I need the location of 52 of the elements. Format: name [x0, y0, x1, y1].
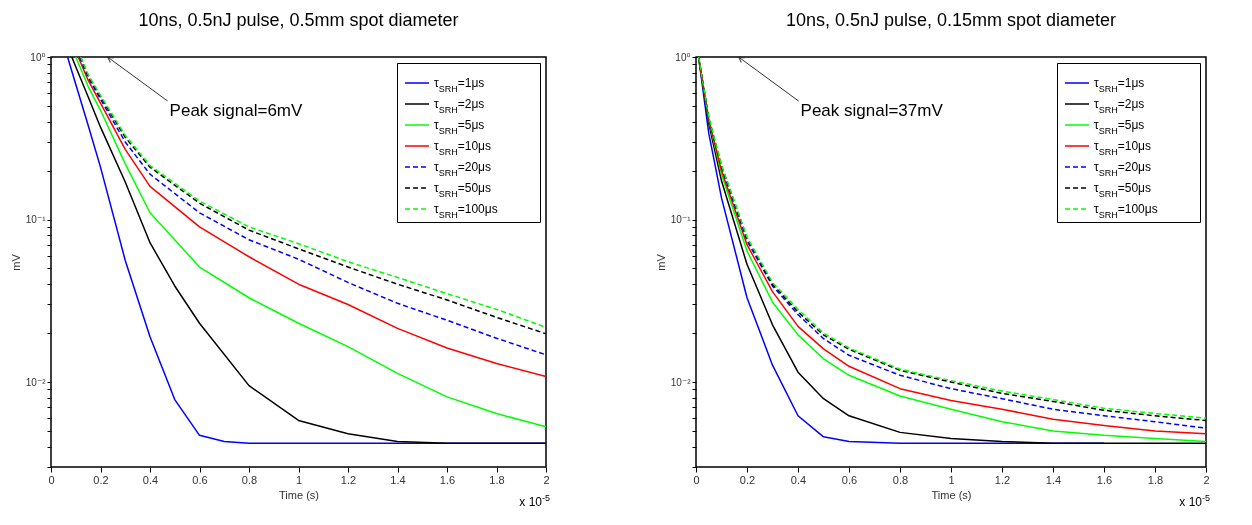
x-axis-title: Time (s) — [279, 488, 319, 501]
x-tick-label: 0.6 — [841, 473, 858, 486]
legend-label: τ$_{SRH}$=50μs — [434, 181, 492, 199]
x-tick-label: 1.2 — [340, 473, 357, 486]
legend-label: τ$_{SRH}$=5μs — [1094, 118, 1145, 136]
y-tick-label: 10⁻¹ — [25, 214, 47, 226]
y-tick-label: 10⁰ — [675, 51, 691, 63]
legend-label: τ$_{SRH}$=5μs — [434, 118, 485, 136]
x-tick-label: 0 — [693, 473, 700, 486]
x-tick-label: 1 — [295, 473, 303, 486]
y-axis-title: mV — [9, 253, 22, 271]
x-tick-label: 1.2 — [994, 473, 1011, 486]
y-tick-label: 10⁰ — [30, 51, 46, 63]
text: x 10$^{-5}$ — [519, 493, 550, 509]
legend-label: τ$_{SRH}$=1μs — [1094, 76, 1145, 94]
x-tick-label: 0 — [48, 473, 55, 486]
x-tick-label: 0.2 — [93, 473, 109, 486]
y-tick-label: 10⁻¹ — [670, 214, 692, 226]
legend-label: τ$_{SRH}$=100μs — [434, 202, 498, 220]
annotation: Peak signal=37mV — [800, 101, 944, 120]
x-tick-label: 1.4 — [390, 473, 406, 486]
y-axis-title: mV — [654, 253, 667, 271]
y-tick-label: 10⁻² — [670, 376, 692, 388]
chart-title: 10ns, 0.5nJ pulse, 0.15mm spot diameter — [785, 10, 1117, 30]
legend-label: τ$_{SRH}$=2μs — [1094, 97, 1145, 115]
y-tick-label: 10⁻² — [25, 376, 47, 388]
legend-label: τ$_{SRH}$=20μs — [1094, 160, 1152, 178]
x-tick-label: 0.6 — [192, 473, 208, 486]
x-tick-label: 0.4 — [790, 473, 807, 486]
legend-label: τ$_{SRH}$=20μs — [434, 160, 492, 178]
x-tick-label: 2 — [1203, 473, 1210, 486]
x-tick-label: 1.8 — [1147, 473, 1164, 486]
chart-title: 10ns, 0.5nJ pulse, 0.5mm spot diameter — [138, 10, 459, 30]
legend-label: τ$_{SRH}$=2μs — [434, 97, 485, 115]
x-tick-label: 1.6 — [1096, 473, 1113, 486]
x-tick-label: 0.2 — [739, 473, 756, 486]
x-tick-label: 0.4 — [142, 473, 159, 486]
x-tick-label: 1.8 — [489, 473, 505, 486]
legend-label: τ$_{SRH}$=10μs — [1094, 139, 1152, 157]
text: x 10$^{-5}$ — [1179, 493, 1210, 509]
x-tick-label: 1.6 — [439, 473, 456, 486]
legend-label: τ$_{SRH}$=100μs — [1094, 202, 1158, 220]
annotation: Peak signal=6mV — [169, 101, 304, 120]
x-tick-label: 0.8 — [892, 473, 909, 486]
x-axis-title: Time (s) — [931, 488, 972, 501]
legend-label: τ$_{SRH}$=1μs — [434, 76, 485, 94]
legend-label: τ$_{SRH}$=10μs — [434, 139, 492, 157]
x-tick-label: 1 — [948, 473, 955, 486]
x-tick-label: 2 — [543, 473, 550, 486]
legend-label: τ$_{SRH}$=50μs — [1094, 181, 1152, 199]
x-tick-label: 0.8 — [241, 473, 258, 486]
x-tick-label: 1.4 — [1045, 473, 1062, 486]
